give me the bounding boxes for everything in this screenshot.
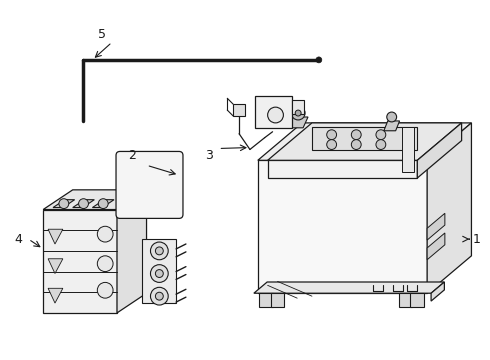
Polygon shape — [427, 233, 445, 260]
Polygon shape — [270, 293, 284, 307]
Polygon shape — [398, 293, 413, 307]
Circle shape — [150, 287, 168, 305]
Polygon shape — [312, 127, 417, 150]
Polygon shape — [427, 123, 471, 293]
Polygon shape — [93, 200, 114, 208]
Polygon shape — [258, 160, 427, 293]
Polygon shape — [142, 239, 176, 303]
Polygon shape — [427, 213, 445, 240]
Circle shape — [316, 57, 322, 63]
Circle shape — [59, 199, 69, 208]
Polygon shape — [268, 123, 462, 160]
Text: 2: 2 — [128, 149, 136, 162]
Circle shape — [150, 242, 168, 260]
Polygon shape — [292, 100, 304, 114]
Circle shape — [387, 112, 396, 122]
Polygon shape — [417, 123, 462, 178]
Circle shape — [155, 270, 163, 278]
Circle shape — [98, 199, 108, 208]
Circle shape — [327, 140, 337, 149]
Polygon shape — [258, 123, 471, 160]
Circle shape — [351, 130, 361, 140]
Circle shape — [78, 199, 89, 208]
Circle shape — [291, 106, 305, 120]
Circle shape — [351, 140, 361, 149]
FancyBboxPatch shape — [116, 152, 183, 219]
Circle shape — [376, 140, 386, 149]
Polygon shape — [117, 190, 147, 313]
Polygon shape — [255, 96, 292, 128]
Polygon shape — [53, 200, 74, 208]
Circle shape — [98, 282, 113, 298]
Circle shape — [150, 265, 168, 282]
Polygon shape — [287, 117, 308, 128]
Polygon shape — [48, 288, 63, 303]
Circle shape — [155, 292, 163, 300]
Polygon shape — [48, 259, 63, 274]
Polygon shape — [384, 121, 399, 131]
Circle shape — [98, 256, 113, 271]
Polygon shape — [411, 293, 424, 307]
Polygon shape — [233, 104, 245, 116]
Text: 4: 4 — [15, 233, 23, 246]
Circle shape — [327, 130, 337, 140]
Polygon shape — [259, 293, 272, 307]
Circle shape — [295, 110, 301, 116]
Circle shape — [155, 247, 163, 255]
Polygon shape — [43, 190, 147, 210]
Polygon shape — [431, 282, 444, 301]
Polygon shape — [73, 200, 95, 208]
Circle shape — [376, 130, 386, 140]
Text: 3: 3 — [205, 149, 213, 162]
Text: 5: 5 — [98, 28, 106, 41]
Polygon shape — [401, 127, 415, 172]
Polygon shape — [268, 160, 417, 178]
Text: 1: 1 — [472, 233, 480, 246]
Circle shape — [98, 226, 113, 242]
Polygon shape — [43, 210, 117, 313]
Polygon shape — [48, 229, 63, 244]
Polygon shape — [254, 282, 444, 293]
Circle shape — [268, 107, 283, 123]
